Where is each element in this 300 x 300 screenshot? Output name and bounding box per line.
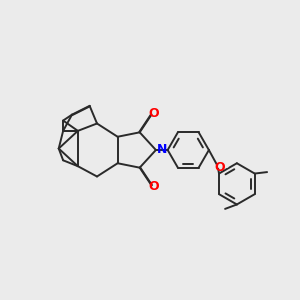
Text: O: O [148,107,159,120]
Text: N: N [157,143,168,157]
Text: O: O [215,161,225,174]
Text: O: O [148,180,159,193]
